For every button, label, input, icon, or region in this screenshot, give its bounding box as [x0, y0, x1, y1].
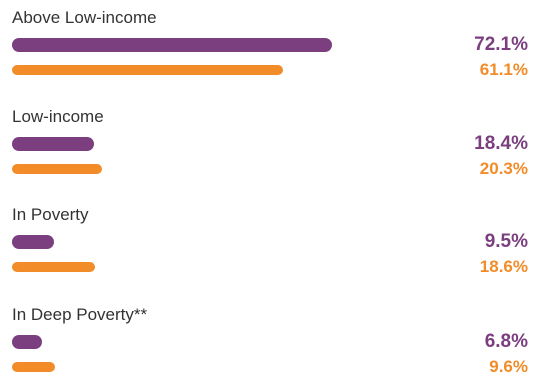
data-label: 72.1% — [474, 34, 528, 55]
bar — [12, 262, 95, 272]
bar — [12, 362, 55, 372]
category-label: Above Low-income — [12, 8, 157, 27]
data-label: 9.5% — [484, 231, 528, 252]
category-label: Low-income — [12, 107, 104, 126]
data-label: 6.8% — [484, 331, 528, 352]
bar — [12, 137, 94, 151]
category-label: In Deep Poverty** — [12, 305, 148, 324]
bar — [12, 235, 55, 249]
data-label: 18.6% — [479, 257, 528, 276]
category-label: In Poverty — [12, 205, 89, 224]
bar — [12, 164, 103, 174]
bar — [12, 335, 43, 349]
bar — [12, 38, 332, 52]
data-label: 9.6% — [489, 357, 528, 376]
data-label: 18.4% — [474, 133, 528, 154]
data-label: 20.3% — [479, 159, 528, 178]
data-label: 61.1% — [479, 60, 528, 79]
bar — [12, 65, 284, 75]
